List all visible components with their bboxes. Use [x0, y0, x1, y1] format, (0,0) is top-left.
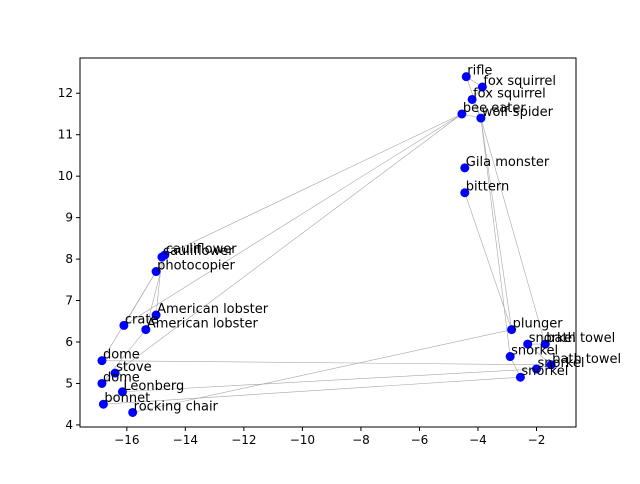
edge-line: [101, 271, 157, 361]
edge-line: [122, 368, 537, 393]
data-point: [467, 94, 477, 104]
point-label: cauliflower: [166, 242, 237, 257]
x-tick-label: −14: [173, 433, 198, 447]
point-label: bee eater: [463, 101, 526, 116]
point-label: snorkel: [537, 356, 584, 371]
point-label: rocking chair: [134, 399, 219, 414]
edge-layer: [101, 76, 552, 413]
x-tick-label: −10: [290, 433, 315, 447]
data-point: [461, 72, 471, 82]
edge-line: [101, 329, 147, 384]
data-point: [157, 252, 167, 262]
edge-line: [464, 192, 512, 330]
data-point: [460, 163, 470, 173]
y-tick-label: 8: [65, 252, 73, 266]
point-label: American lobster: [157, 302, 269, 317]
data-point: [97, 378, 107, 388]
x-tick-label: −4: [469, 433, 487, 447]
edge-line: [145, 254, 166, 330]
point-label: fox squirrel: [473, 86, 546, 101]
point-label: bittern: [466, 180, 509, 195]
edge-line: [101, 360, 552, 366]
y-tick-label: 4: [65, 418, 73, 432]
y-tick-label: 10: [58, 169, 73, 183]
point-label: plunger: [513, 317, 564, 332]
data-point: [460, 188, 470, 198]
data-point: [540, 339, 550, 349]
point-label: snorkel: [511, 344, 558, 359]
point-label: fox squirrel: [483, 74, 556, 89]
data-point: [151, 310, 161, 320]
x-tick-label: −12: [231, 433, 256, 447]
data-point: [457, 109, 467, 119]
edge-line: [527, 343, 552, 366]
x-tick-label: −8: [352, 433, 370, 447]
edge-line: [132, 329, 512, 413]
data-point: [98, 399, 108, 409]
point-label: rifle: [467, 64, 492, 79]
point-label: cauliflower: [163, 244, 234, 259]
point-label: stove: [116, 360, 152, 375]
point-label: crate: [125, 312, 159, 327]
data-point: [546, 360, 556, 370]
axes-layer: −16 −14 −12 −10 −8 −6 −4 −2 4 5 6 7 8 9 10 11 12: [58, 57, 577, 447]
edge-line: [480, 118, 546, 345]
point-label: photocopier: [157, 259, 235, 274]
y-tick-label: 7: [65, 294, 73, 308]
y-tick-label: 11: [58, 128, 73, 142]
plot-frame: [79, 57, 577, 428]
data-point: [507, 325, 517, 335]
edge-line: [161, 113, 463, 258]
data-point: [119, 320, 129, 330]
edge-line: [103, 376, 521, 405]
point-layer: [97, 72, 556, 417]
point-label: American lobster: [147, 317, 259, 332]
point-label: dome: [103, 370, 140, 385]
data-point: [531, 364, 541, 374]
x-tick-label: −16: [114, 433, 139, 447]
point-label: bath towel: [546, 331, 615, 346]
data-point: [476, 113, 486, 123]
point-label: snorkel: [529, 331, 576, 346]
y-tick-label: 9: [65, 211, 73, 225]
y-tick-label: 5: [65, 376, 73, 390]
point-label: Leonberg: [123, 379, 184, 394]
data-point: [477, 82, 487, 92]
data-point: [515, 372, 525, 382]
point-label: snorkel: [521, 364, 568, 379]
data-point: [97, 356, 107, 366]
edge-line: [480, 118, 511, 357]
data-point: [128, 407, 138, 417]
data-point: [523, 339, 533, 349]
data-point: [117, 387, 127, 397]
point-label: bath towel: [552, 352, 621, 367]
x-tick-label: −6: [411, 433, 429, 447]
edge-line: [114, 113, 463, 374]
edge-line: [155, 256, 163, 316]
point-label: wolf spider: [482, 105, 554, 120]
data-point: [505, 352, 515, 362]
x-tick-label: −2: [528, 433, 546, 447]
edge-line: [480, 118, 512, 330]
y-tick-label: 12: [58, 86, 73, 100]
point-label: Gila monster: [466, 155, 550, 170]
data-point: [151, 267, 161, 277]
data-point: [141, 325, 151, 335]
data-point: [110, 368, 120, 378]
edge-line: [123, 113, 463, 326]
y-tick-label: 6: [65, 335, 73, 349]
point-label: dome: [103, 348, 140, 363]
point-label: bonnet: [104, 391, 150, 406]
